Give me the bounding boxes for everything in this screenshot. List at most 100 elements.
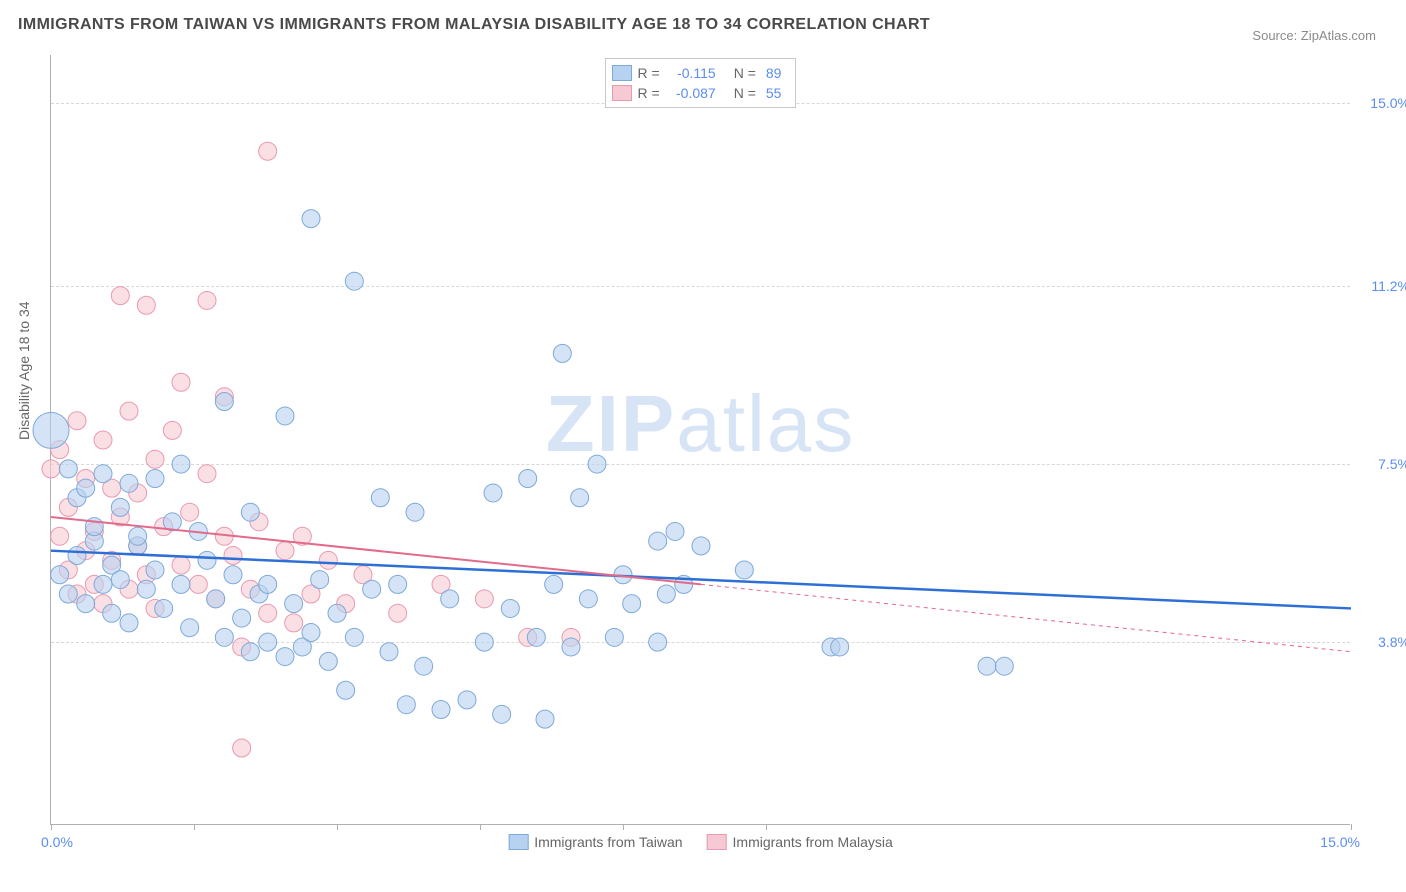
scatter-point <box>649 532 667 550</box>
scatter-point <box>189 575 207 593</box>
scatter-point <box>276 407 294 425</box>
scatter-point <box>120 402 138 420</box>
scatter-point <box>363 580 381 598</box>
scatter-point <box>59 585 77 603</box>
scatter-point <box>978 657 996 675</box>
scatter-point <box>458 691 476 709</box>
scatter-point <box>172 575 190 593</box>
scatter-point <box>415 657 433 675</box>
scatter-point <box>285 614 303 632</box>
scatter-point <box>397 696 415 714</box>
legend-row: R =-0.115N =89 <box>612 63 786 83</box>
scatter-point <box>120 614 138 632</box>
legend-r-value: -0.087 <box>666 83 720 103</box>
scatter-point <box>571 489 589 507</box>
scatter-point <box>328 604 346 622</box>
scatter-point <box>527 628 545 646</box>
scatter-point <box>77 479 95 497</box>
legend-swatch <box>707 834 727 850</box>
legend-swatch <box>612 85 632 101</box>
scatter-point <box>389 575 407 593</box>
scatter-point <box>146 450 164 468</box>
y-tick-label: 11.2% <box>1355 278 1406 294</box>
scatter-point <box>345 272 363 290</box>
scatter-point <box>484 484 502 502</box>
x-tick-mark <box>1351 824 1352 830</box>
scatter-point <box>259 604 277 622</box>
scatter-point <box>146 561 164 579</box>
legend-n-label: N = <box>734 63 756 83</box>
scatter-point <box>259 633 277 651</box>
scatter-point <box>432 701 450 719</box>
scatter-point <box>337 681 355 699</box>
scatter-point <box>207 590 225 608</box>
x-tick-mark <box>766 824 767 830</box>
scatter-point <box>692 537 710 555</box>
scatter-point <box>224 547 242 565</box>
y-tick-label: 15.0% <box>1355 95 1406 111</box>
scatter-point <box>129 527 147 545</box>
scatter-point <box>259 142 277 160</box>
scatter-point <box>380 643 398 661</box>
y-tick-label: 7.5% <box>1355 456 1406 472</box>
series-legend-item: Immigrants from Malaysia <box>707 834 893 850</box>
legend-n-label: N = <box>734 83 756 103</box>
scatter-point <box>319 652 337 670</box>
scatter-point <box>137 296 155 314</box>
scatter-point <box>94 575 112 593</box>
scatter-point <box>233 739 251 757</box>
scatter-point <box>831 638 849 656</box>
scatter-point <box>389 604 407 622</box>
scatter-point <box>562 638 580 656</box>
scatter-point <box>319 551 337 569</box>
scatter-point <box>995 657 1013 675</box>
scatter-point <box>68 547 86 565</box>
source-credit: Source: ZipAtlas.com <box>1252 28 1376 43</box>
scatter-point <box>51 527 69 545</box>
scatter-point <box>649 633 667 651</box>
scatter-point <box>77 595 95 613</box>
x-tick-mark <box>51 824 52 830</box>
scatter-point <box>441 590 459 608</box>
scatter-point <box>545 575 563 593</box>
plot-area: ZIPatlas 3.8%7.5%11.2%15.0% R =-0.115N =… <box>50 55 1350 825</box>
scatter-point <box>215 393 233 411</box>
legend-swatch <box>508 834 528 850</box>
scatter-point <box>198 465 216 483</box>
scatter-point <box>68 412 86 430</box>
x-tick-mark <box>623 824 624 830</box>
x-tick-min: 0.0% <box>41 834 73 850</box>
scatter-point <box>111 571 129 589</box>
scatter-point <box>224 566 242 584</box>
scatter-point <box>302 624 320 642</box>
x-tick-mark <box>194 824 195 830</box>
scatter-point <box>233 609 251 627</box>
legend-r-value: -0.115 <box>666 63 720 83</box>
scatter-point <box>42 460 60 478</box>
scatter-point <box>198 551 216 569</box>
scatter-point <box>285 595 303 613</box>
scatter-point <box>163 421 181 439</box>
correlation-legend: R =-0.115N =89R =-0.087N =55 <box>605 58 797 108</box>
scatter-point <box>493 705 511 723</box>
scatter-point <box>623 595 641 613</box>
chart-title: IMMIGRANTS FROM TAIWAN VS IMMIGRANTS FRO… <box>18 16 930 34</box>
legend-swatch <box>612 65 632 81</box>
series-legend: Immigrants from Taiwan Immigrants from Ma… <box>508 834 893 850</box>
scatter-point <box>666 522 684 540</box>
scatter-point <box>51 566 69 584</box>
scatter-point <box>146 470 164 488</box>
source-label: Source: <box>1252 28 1297 43</box>
scatter-point <box>120 474 138 492</box>
scatter-point <box>155 599 173 617</box>
scatter-point <box>241 643 259 661</box>
series-legend-item: Immigrants from Taiwan <box>508 834 682 850</box>
x-tick-mark <box>337 824 338 830</box>
scatter-point <box>94 431 112 449</box>
scatter-point <box>33 412 69 448</box>
scatter-point <box>198 291 216 309</box>
scatter-point <box>371 489 389 507</box>
scatter-point <box>735 561 753 579</box>
x-tick-max: 15.0% <box>1320 834 1360 850</box>
legend-r-label: R = <box>638 63 660 83</box>
